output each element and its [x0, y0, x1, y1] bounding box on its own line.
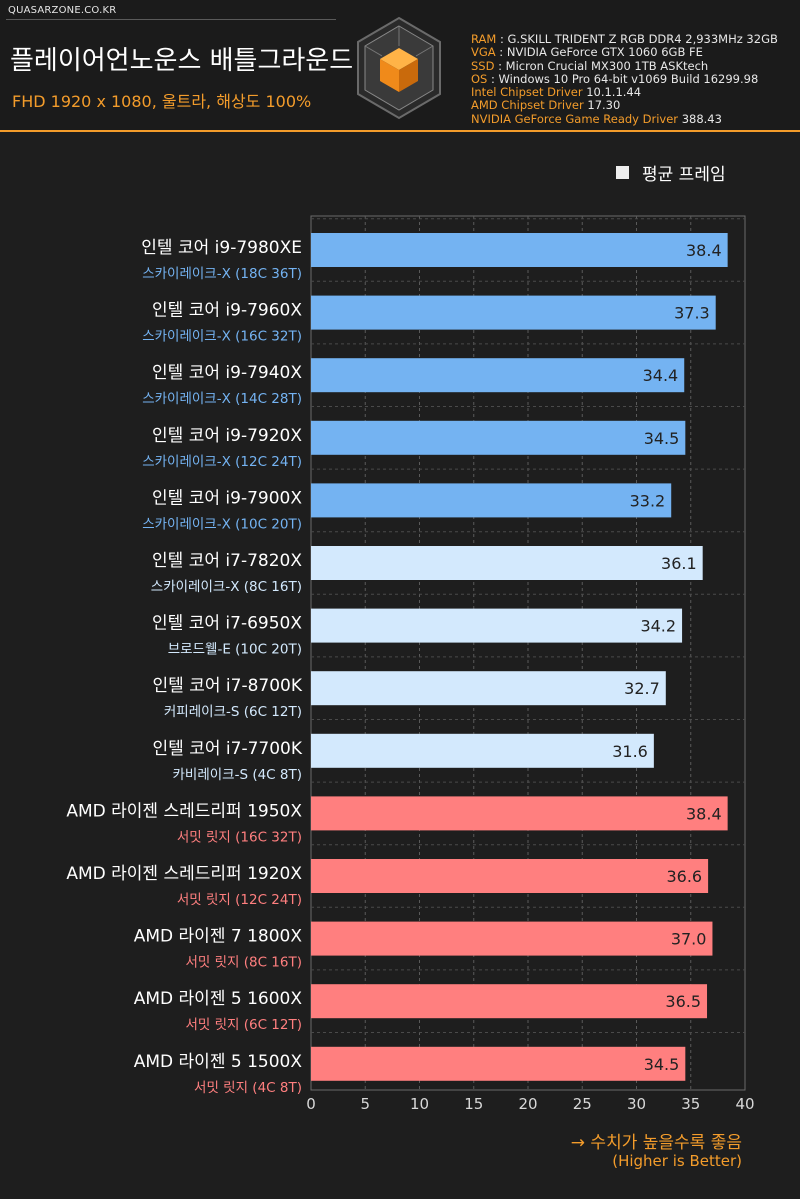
category-name: 인텔 코어 i9-7900X: [152, 488, 302, 508]
cube-logo-icon: [357, 16, 441, 120]
category-subname: 스카이레이크-X (10C 20T): [142, 516, 302, 532]
spec-os: OS : Windows 10 Pro 64-bit v1069 Build 1…: [471, 71, 759, 86]
spec-vga: VGA : NVIDIA GeForce GTX 1060 6GB FE: [471, 45, 703, 60]
x-tick-label: 30: [627, 1095, 646, 1113]
driver-intel: Intel Chipset Driver 10.1.1.44: [471, 85, 642, 100]
header: QUASARZONE.CO.KR 플레이어언노운스 배틀그라운드 FHD 192…: [0, 0, 800, 132]
spec-ssd: SSD : Micron Crucial MX300 1TB ASKtech: [471, 58, 709, 73]
category-subname: 서밋 릿지 (8C 16T): [185, 955, 302, 971]
bar-value-label: 34.5: [644, 1055, 680, 1074]
bar-value-label: 34.5: [644, 429, 680, 448]
category-subname: 스카이레이크-X (18C 36T): [142, 266, 302, 282]
category-name: 인텔 코어 i9-7920X: [152, 426, 302, 446]
category-subname: 스카이레이크-X (8C 16T): [151, 579, 302, 595]
category-subname: 서밋 릿지 (12C 24T): [177, 892, 302, 908]
x-tick-label: 10: [410, 1095, 429, 1113]
x-tick-label: 0: [306, 1095, 316, 1113]
bar-value-label: 34.4: [643, 366, 679, 385]
category-name: AMD 라이젠 5 1500X: [134, 1052, 303, 1072]
legend-label: 평균 프레임: [642, 164, 726, 185]
bar-value-label: 32.7: [624, 679, 660, 698]
bar-value-label: 37.0: [671, 930, 707, 949]
higher-better-note: → 수치가 높을수록 좋음: [570, 1133, 742, 1153]
category-name: 인텔 코어 i7-6950X: [152, 614, 302, 634]
category-subname: 브로드웰-E (10C 20T): [168, 642, 302, 658]
bar-value-label: 38.4: [686, 804, 722, 823]
bar: [311, 1046, 686, 1081]
x-tick-label: 40: [735, 1095, 754, 1113]
spec-ram: RAM : G.SKILL TRIDENT Z RGB DDR4 2,933MH…: [471, 32, 778, 46]
category-name: 인텔 코어 i9-7940X: [152, 363, 302, 383]
bar-value-label: 36.5: [665, 992, 701, 1011]
category-subname: 서밋 릿지 (16C 32T): [177, 829, 302, 845]
driver-nvidia: NVIDIA GeForce Game Ready Driver 388.43: [471, 111, 722, 126]
chart-legend: 평균 프레임: [616, 161, 726, 185]
category-subname: 스카이레이크-X (12C 24T): [142, 454, 302, 470]
plot-frame: [310, 215, 746, 1091]
bar: [311, 796, 728, 831]
category-name: 인텔 코어 i9-7980XE: [141, 238, 302, 258]
category-subname: 스카이레이크-X (16C 32T): [142, 329, 302, 345]
x-tick-label: 15: [464, 1095, 483, 1113]
category-name: 인텔 코어 i7-7700K: [153, 739, 303, 759]
category-name: 인텔 코어 i9-7960X: [152, 301, 302, 321]
legend-swatch: [616, 165, 629, 179]
site-divider: [6, 19, 336, 20]
bar: [311, 483, 672, 518]
category-name: 인텔 코어 i7-8700K: [153, 676, 303, 696]
bar: [311, 546, 703, 580]
category-name: 인텔 코어 i7-7820X: [152, 551, 302, 571]
bar: [311, 295, 716, 330]
bar: [311, 859, 709, 893]
bar-value-label: 37.3: [674, 304, 710, 323]
bar: [311, 608, 683, 643]
category-name: AMD 라이젠 스레드리퍼 1920X: [66, 864, 302, 884]
x-tick-label: 25: [573, 1095, 592, 1113]
category-subname: 스카이레이크-X (14C 28T): [142, 391, 302, 407]
site-name[interactable]: QUASARZONE.CO.KR: [8, 5, 117, 16]
category-name: AMD 라이젠 5 1600X: [134, 989, 303, 1009]
test-spec-list: RAM : G.SKILL TRIDENT Z RGB DDR4 2,933MH…: [471, 32, 778, 126]
x-tick-label: 35: [681, 1095, 700, 1113]
higher-better-note-en: (Higher is Better): [612, 1152, 742, 1170]
bar: [311, 233, 728, 267]
driver-amd: AMD Chipset Driver 17.30: [471, 98, 621, 113]
category-subname: 카비레이크-S (4C 8T): [172, 767, 302, 783]
bar: [311, 984, 708, 1019]
x-tick-label: 20: [518, 1095, 537, 1113]
bar-value-label: 34.2: [640, 617, 676, 636]
category-subname: 서밋 릿지 (4C 8T): [194, 1080, 302, 1096]
x-tick-label: 5: [360, 1095, 370, 1113]
bar: [311, 358, 685, 393]
bar-value-label: 38.4: [686, 241, 722, 260]
bar: [311, 671, 666, 706]
bar-value-label: 36.6: [666, 867, 702, 886]
category-subname: 커피레이크-S (6C 12T): [164, 704, 302, 720]
bar-value-label: 31.6: [612, 742, 648, 761]
bar-value-label: 33.2: [630, 491, 666, 510]
bar-value-label: 36.1: [661, 554, 697, 573]
category-name: AMD 라이젠 스레드리퍼 1950X: [66, 801, 302, 821]
bar: [311, 733, 654, 768]
category-subname: 서밋 릿지 (6C 12T): [185, 1017, 302, 1033]
page-subtitle: FHD 1920 x 1080, 울트라, 해상도 100%: [12, 92, 312, 111]
page-title: 플레이어언노운스 배틀그라운드: [10, 46, 354, 76]
category-name: AMD 라이젠 7 1800X: [134, 927, 303, 947]
bar: [311, 921, 713, 956]
bar: [311, 420, 686, 455]
